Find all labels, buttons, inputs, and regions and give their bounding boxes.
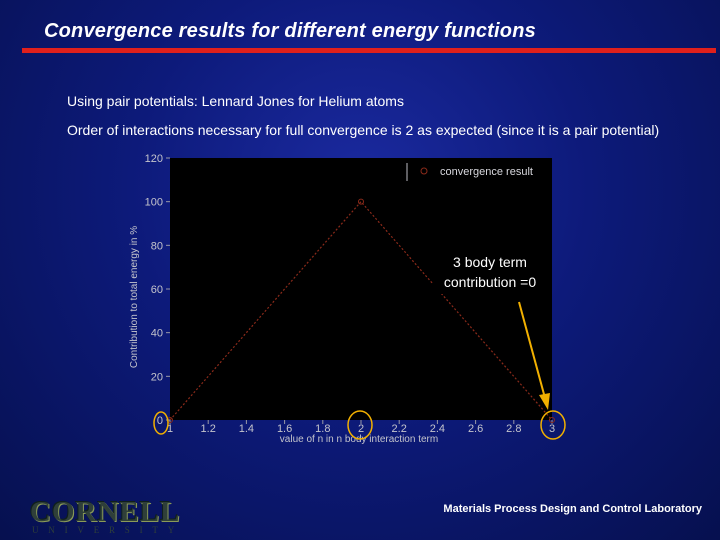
x-tick-label: 2.2 xyxy=(392,423,407,435)
cornell-logo: CORNELL UNIVERSITY xyxy=(30,497,184,535)
y-tick-label: 40 xyxy=(151,328,163,340)
tick-highlight-ellipse xyxy=(153,411,169,435)
x-tick-label: 2.6 xyxy=(468,423,483,435)
logo-subtitle: UNIVERSITY xyxy=(32,525,184,535)
slide-title: Convergence results for different energy… xyxy=(44,20,536,42)
x-tick-label: 2 xyxy=(358,423,364,435)
annotation-box xyxy=(433,250,549,294)
x-tick-label: 1.4 xyxy=(239,423,254,435)
bullet-order-of-interactions: Order of interactions necessary for full… xyxy=(67,122,660,138)
series-line xyxy=(169,200,553,421)
x-tick-label: 1.8 xyxy=(315,423,330,435)
lab-footer: Materials Process Design and Control Lab… xyxy=(443,503,702,515)
x-tick-label: 2.8 xyxy=(506,423,521,435)
title-underline-bar xyxy=(22,48,716,53)
title-underline xyxy=(22,48,716,53)
legend-entry: convergence result xyxy=(440,166,533,178)
y-tick-label: 120 xyxy=(145,153,163,165)
y-axis-title: Contribution to total energy in % xyxy=(129,226,140,368)
y-tick-label: 20 xyxy=(151,371,163,383)
tick-highlight-ellipse xyxy=(347,410,373,440)
y-tick-label: 0 xyxy=(157,415,163,427)
y-tick-label: 60 xyxy=(151,284,163,296)
data-point xyxy=(549,417,555,423)
data-point xyxy=(358,198,364,205)
y-tick-label: 100 xyxy=(145,197,163,209)
x-tick-label: 1.6 xyxy=(277,423,292,435)
annotation-arrowhead xyxy=(539,393,550,410)
annotation-arrow xyxy=(518,301,546,399)
logo-wordmark: CORNELL xyxy=(30,496,181,528)
x-tick-label: 3 xyxy=(549,423,555,435)
legend-marker xyxy=(420,167,428,175)
annotation-text-line-2: contribution =0 xyxy=(444,274,536,290)
bullet-pair-potentials: Using pair potentials: Lennard Jones for… xyxy=(67,93,404,109)
y-tick-label: 80 xyxy=(151,240,163,252)
x-tick-label: 1.2 xyxy=(201,423,216,435)
x-tick-label: 2.4 xyxy=(430,423,445,435)
x-tick-label: 1 xyxy=(167,423,173,435)
annotation-text-line-1: 3 body term xyxy=(453,254,527,270)
tick-highlight-ellipse xyxy=(540,410,566,440)
